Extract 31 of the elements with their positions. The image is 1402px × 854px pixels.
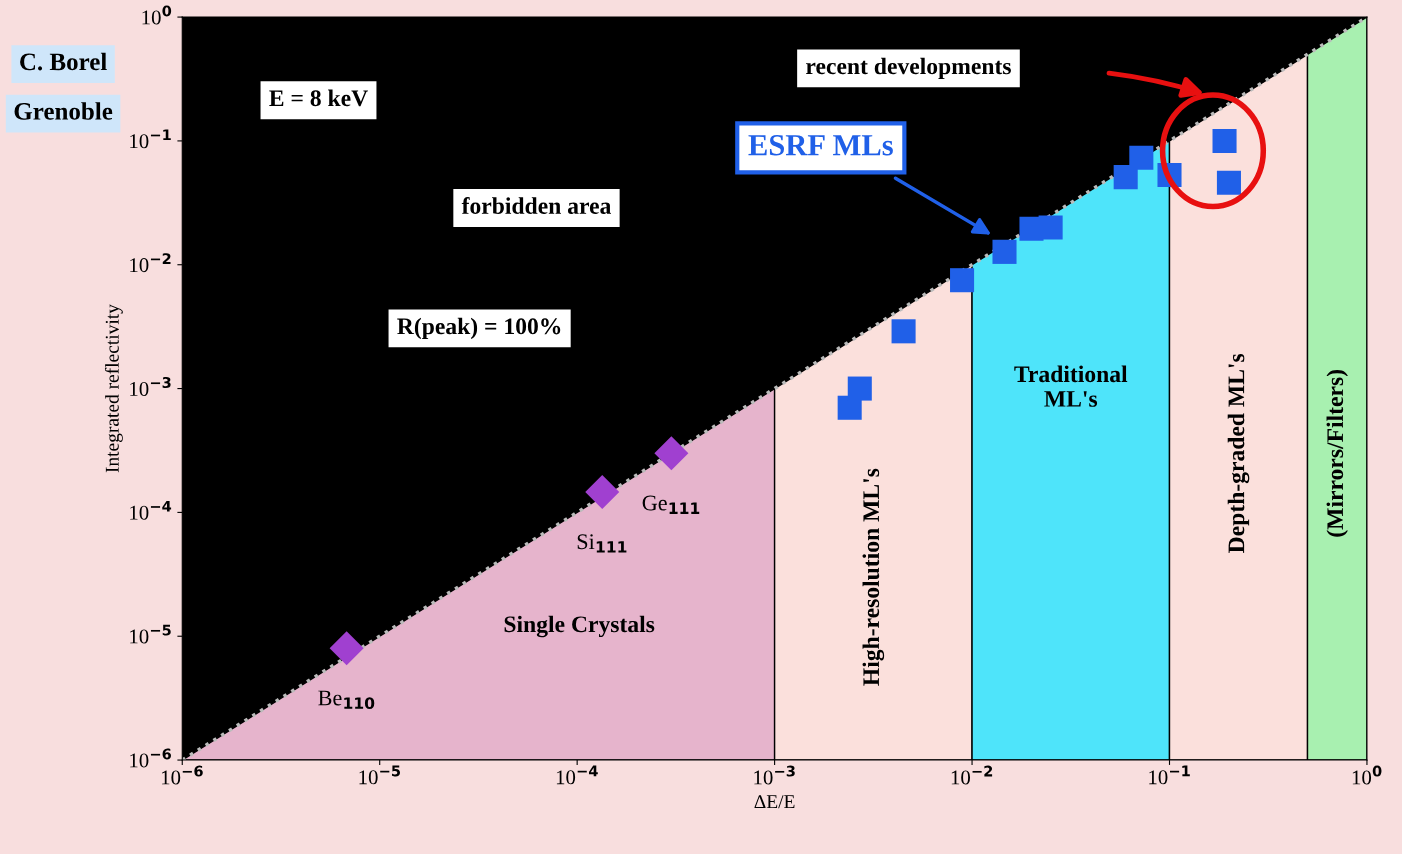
x-tick-label: 10$^{−3}$ [754,765,795,785]
y-tick-label: 10$^{−1}$ [130,129,171,149]
y-tick-label: 10$^{0}$ [142,5,172,25]
x-tick-label: 10$^{0}$ [1352,765,1382,785]
y-tick-label: 10$^{−6}$ [130,748,171,768]
y-tick-label: 10$^{−2}$ [130,253,171,273]
annotation: ESRF MLs [748,134,893,156]
x-tick-label: 10$^{−6}$ [162,765,203,785]
x-tick-label: 10$^{−4}$ [556,765,598,785]
annotation: recent developments [806,57,1011,80]
series-label: Single Crystals [504,615,655,638]
annotation: Be$_{110}$ [318,690,375,710]
x-tick-label: 10$^{−5}$ [359,765,401,785]
series-label: High-resolution ML's [862,468,885,686]
x-axis-title: ΔE/E [754,795,795,809]
annotation: R(peak) = 100% [397,317,561,340]
series-label: (Mirrors/Filters) [1326,370,1348,537]
annotation: Ge$_{111}$ [642,495,700,514]
y-tick-label: 10$^{−3}$ [130,376,171,396]
series-label: Depth-graded ML's [1227,353,1250,553]
x-tick-label: 10$^{−1}$ [1149,765,1190,785]
y-tick-label: 10$^{−4}$ [130,500,172,520]
text: Grenoble [14,102,113,120]
series-label: Traditional ML's [1014,365,1128,407]
text: C. Borel [20,52,107,71]
annotation: Si$_{111}$ [577,534,627,553]
y-axis-title: Integrated reflectivity [104,304,123,473]
annotation: forbidden area [461,197,612,214]
annotation: E = 8 keV [269,89,368,107]
x-tick-label: 10$^{−2}$ [951,765,993,785]
y-tick-label: 10$^{−5}$ [130,624,171,644]
